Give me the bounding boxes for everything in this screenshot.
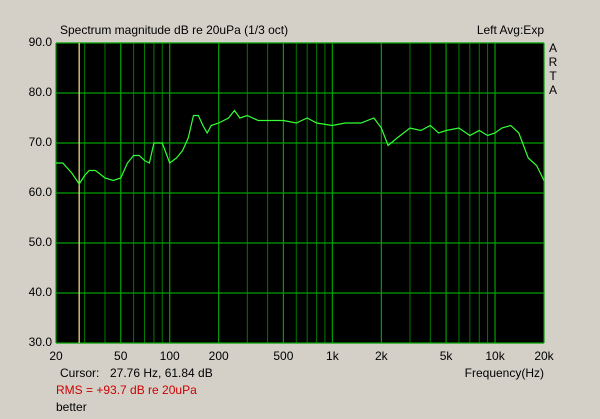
subtitle: Left Avg:Exp — [477, 23, 544, 37]
x-tick-label: 50 — [114, 349, 128, 363]
brand-letter: A — [549, 41, 557, 55]
spectrum-line — [56, 109, 545, 186]
x-tick-label: 20 — [49, 349, 63, 363]
x-tick-label: 100 — [160, 349, 180, 363]
brand-letter: R — [549, 55, 558, 69]
y-tick-label: 30.0 — [29, 335, 53, 349]
brand-letter: T — [549, 69, 557, 83]
y-tick-label: 50.0 — [29, 235, 53, 249]
y-tick-label: 60.0 — [29, 185, 53, 199]
x-tick-label: 5k — [440, 349, 454, 363]
x-tick-label: 1k — [326, 349, 340, 363]
x-axis-label: Frequency(Hz) — [465, 366, 544, 380]
x-tick-label: 2k — [375, 349, 389, 363]
cursor-label: Cursor: — [60, 366, 99, 380]
x-tick-label: 20k — [534, 349, 554, 363]
chart-title: Spectrum magnitude dB re 20uPa (1/3 oct) — [60, 23, 288, 37]
y-tick-label: 70.0 — [29, 135, 53, 149]
cursor-readout: 27.76 Hz, 61.84 dB — [110, 366, 213, 380]
y-tick-label: 80.0 — [29, 85, 53, 99]
x-tick-label: 10k — [485, 349, 505, 363]
x-tick-label: 200 — [209, 349, 229, 363]
rms-readout: RMS = +93.7 dB re 20uPa — [56, 383, 197, 397]
x-tick-label: 500 — [273, 349, 293, 363]
brand-letter: A — [549, 83, 557, 97]
y-tick-label: 90.0 — [29, 35, 53, 49]
note: better — [56, 400, 87, 414]
y-tick-label: 40.0 — [29, 285, 53, 299]
